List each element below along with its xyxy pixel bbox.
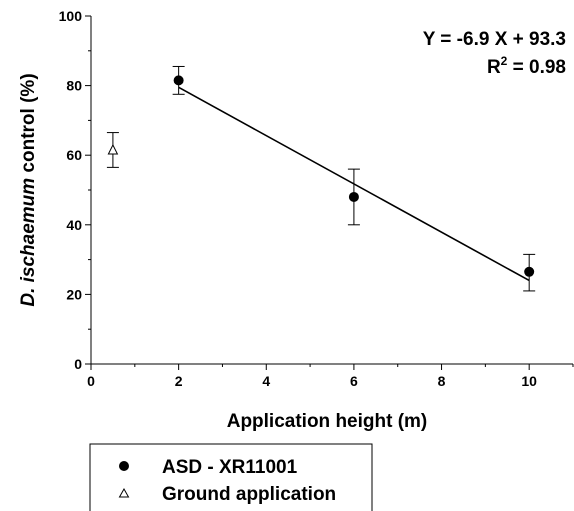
y-tick-label: 100 bbox=[59, 8, 83, 24]
legend-label-asd: ASD - XR11001 bbox=[162, 457, 298, 478]
r-squared-superscript: 2 bbox=[501, 54, 508, 68]
y-axis-title-italic: D. ischaemum bbox=[18, 178, 39, 307]
x-ticks: 0 2 4 6 8 10 bbox=[87, 364, 574, 389]
x-tick-label: 10 bbox=[521, 373, 537, 389]
data-points bbox=[106, 65, 536, 292]
legend-frame bbox=[89, 443, 373, 511]
data-point-asd bbox=[173, 75, 184, 86]
equation-text: Y = -6.9 X + 93.3 bbox=[423, 29, 566, 50]
x-tick-label: 4 bbox=[262, 373, 270, 389]
y-tick-label: 20 bbox=[66, 286, 82, 302]
y-tick-label: 60 bbox=[66, 147, 82, 163]
data-point-ground bbox=[107, 143, 119, 155]
data-point-asd bbox=[348, 191, 359, 202]
y-axis-title-rest: control (%) bbox=[18, 73, 39, 178]
legend-label-ground: Ground application bbox=[162, 484, 336, 505]
x-tick-label: 6 bbox=[350, 373, 358, 389]
y-tick-label: 0 bbox=[74, 356, 82, 372]
data-point-asd bbox=[524, 266, 535, 277]
y-tick-label: 80 bbox=[66, 78, 82, 94]
y-axis-title: D. ischaemum control (%) bbox=[18, 73, 39, 306]
axes bbox=[90, 16, 573, 365]
r-squared-text: R2 = 0.98 bbox=[487, 54, 566, 78]
r-squared-prefix: R bbox=[487, 57, 501, 78]
r-squared-value: = 0.98 bbox=[507, 57, 566, 78]
y-tick-label: 40 bbox=[66, 217, 82, 233]
x-tick-label: 2 bbox=[175, 373, 183, 389]
y-ticks: 0 20 40 60 80 100 bbox=[59, 8, 91, 372]
x-tick-label: 0 bbox=[87, 373, 95, 389]
legend-marker-ground bbox=[118, 487, 130, 498]
x-tick-label: 8 bbox=[438, 373, 446, 389]
legend: ASD - XR11001 Ground application bbox=[89, 443, 373, 511]
legend-marker-asd bbox=[119, 461, 129, 471]
x-axis-title: Application height (m) bbox=[227, 411, 428, 432]
